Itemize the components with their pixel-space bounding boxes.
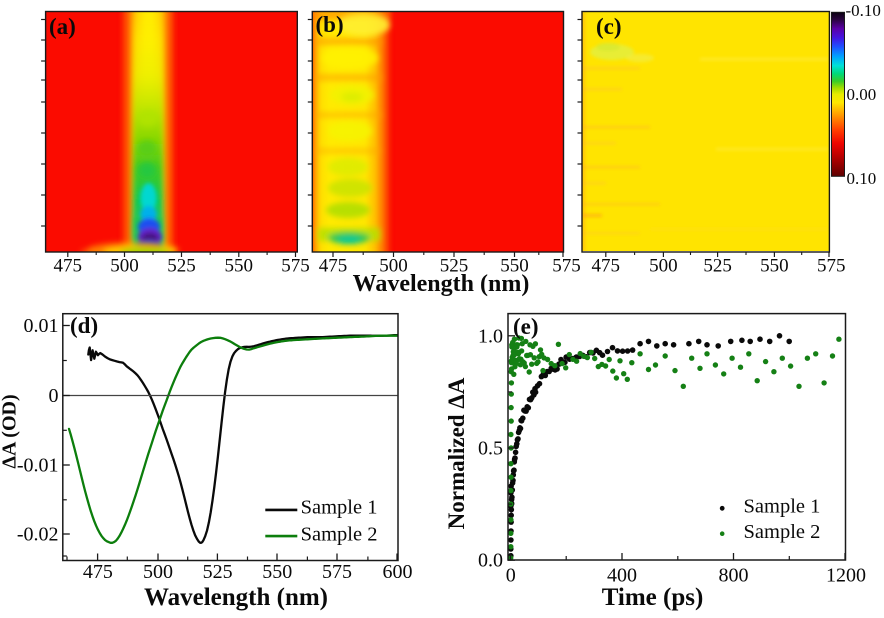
svg-text:475: 475 <box>54 256 83 277</box>
svg-text:500: 500 <box>143 561 173 583</box>
svg-text:Sample 2: Sample 2 <box>301 524 378 546</box>
svg-text:400: 400 <box>607 565 637 587</box>
svg-text:575: 575 <box>817 256 846 277</box>
svg-text:550: 550 <box>760 256 789 277</box>
svg-text:550: 550 <box>262 561 292 583</box>
svg-text:575: 575 <box>322 561 352 583</box>
svg-text:ΔA (OD): ΔA (OD) <box>0 394 21 468</box>
svg-text:Sample 1: Sample 1 <box>301 497 378 519</box>
svg-text:Sample 1: Sample 1 <box>744 496 821 518</box>
svg-text:0.01: 0.01 <box>24 315 59 337</box>
svg-text:0.0: 0.0 <box>478 550 503 572</box>
svg-text:0.10: 0.10 <box>847 169 877 188</box>
svg-text:525: 525 <box>167 256 196 277</box>
svg-text:(c): (c) <box>596 14 622 39</box>
svg-text:550: 550 <box>225 256 254 277</box>
svg-text:0: 0 <box>506 565 516 587</box>
svg-text:500: 500 <box>649 256 678 277</box>
svg-text:0.00: 0.00 <box>847 85 877 104</box>
svg-text:525: 525 <box>203 561 233 583</box>
svg-text:-0.01: -0.01 <box>17 455 59 477</box>
svg-text:500: 500 <box>110 256 139 277</box>
svg-text:525: 525 <box>703 256 732 277</box>
svg-text:(a): (a) <box>49 14 76 39</box>
svg-text:(e): (e) <box>513 314 539 339</box>
svg-text:-0.02: -0.02 <box>17 524 59 546</box>
svg-text:800: 800 <box>719 565 749 587</box>
svg-text:575: 575 <box>281 256 310 277</box>
svg-text:525: 525 <box>440 256 469 277</box>
svg-text:550: 550 <box>500 256 529 277</box>
svg-text:(b): (b) <box>316 12 344 37</box>
svg-text:575: 575 <box>552 256 581 277</box>
svg-text:1200: 1200 <box>826 565 866 587</box>
svg-text:(d): (d) <box>70 313 98 338</box>
svg-text:Wavelength (nm): Wavelength (nm) <box>353 271 530 297</box>
svg-text:500: 500 <box>379 256 408 277</box>
svg-text:475: 475 <box>592 256 621 277</box>
svg-text:Wavelength (nm): Wavelength (nm) <box>144 584 328 611</box>
svg-text:0: 0 <box>49 385 59 407</box>
svg-text:1.0: 1.0 <box>478 326 503 348</box>
svg-text:Time (ps): Time (ps) <box>602 584 704 611</box>
svg-text:-0.10: -0.10 <box>846 1 881 20</box>
svg-text:475: 475 <box>83 561 113 583</box>
svg-text:0.5: 0.5 <box>478 438 503 460</box>
svg-text:600: 600 <box>383 561 413 583</box>
svg-text:475: 475 <box>319 256 348 277</box>
svg-text:Sample 2: Sample 2 <box>744 521 821 543</box>
svg-text:Normalized ΔA: Normalized ΔA <box>444 377 469 529</box>
